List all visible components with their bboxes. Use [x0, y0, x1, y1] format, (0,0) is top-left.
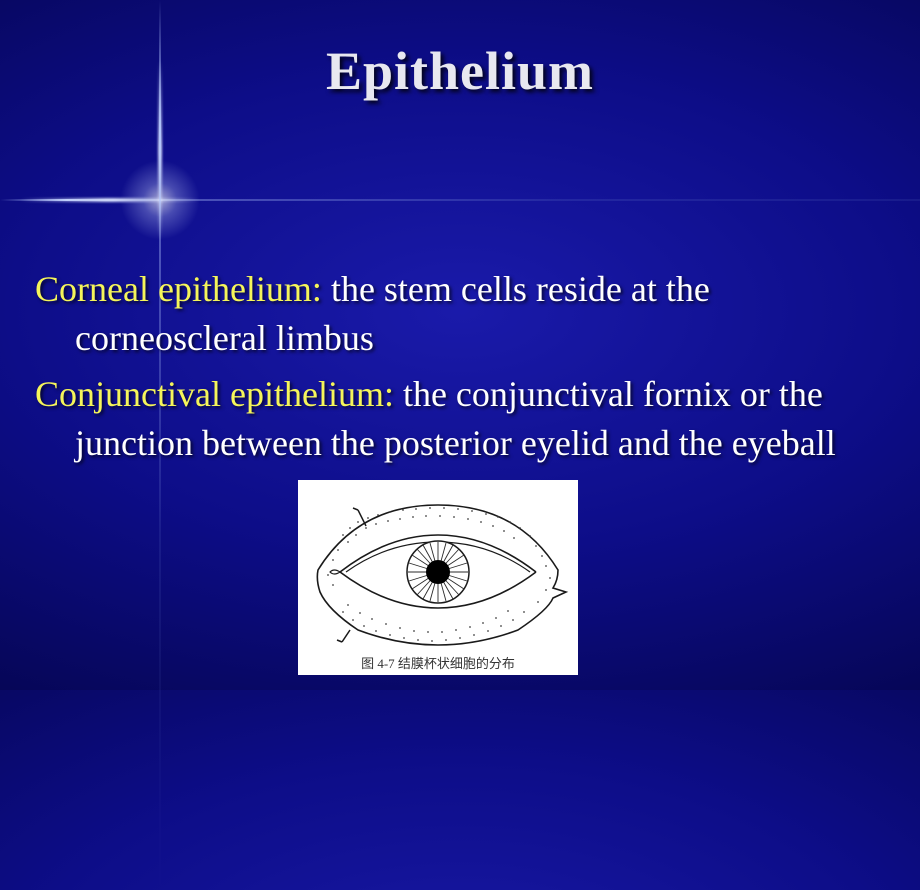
eye-diagram-figure: 图 4-7 结膜杯状细胞的分布: [298, 480, 578, 675]
eye-svg: [298, 480, 578, 655]
slide-title: Epithelium: [0, 40, 920, 102]
paragraph-conjunctival: Conjunctival epithelium: the conjunctiva…: [35, 370, 885, 467]
corneal-label: Corneal epithelium:: [35, 269, 322, 309]
figure-caption: 图 4-7 结膜杯状细胞的分布: [298, 653, 578, 672]
conjunctival-label: Conjunctival epithelium:: [35, 374, 394, 414]
paragraph-corneal: Corneal epithelium: the stem cells resid…: [35, 265, 885, 362]
slide-body: Corneal epithelium: the stem cells resid…: [35, 265, 885, 475]
